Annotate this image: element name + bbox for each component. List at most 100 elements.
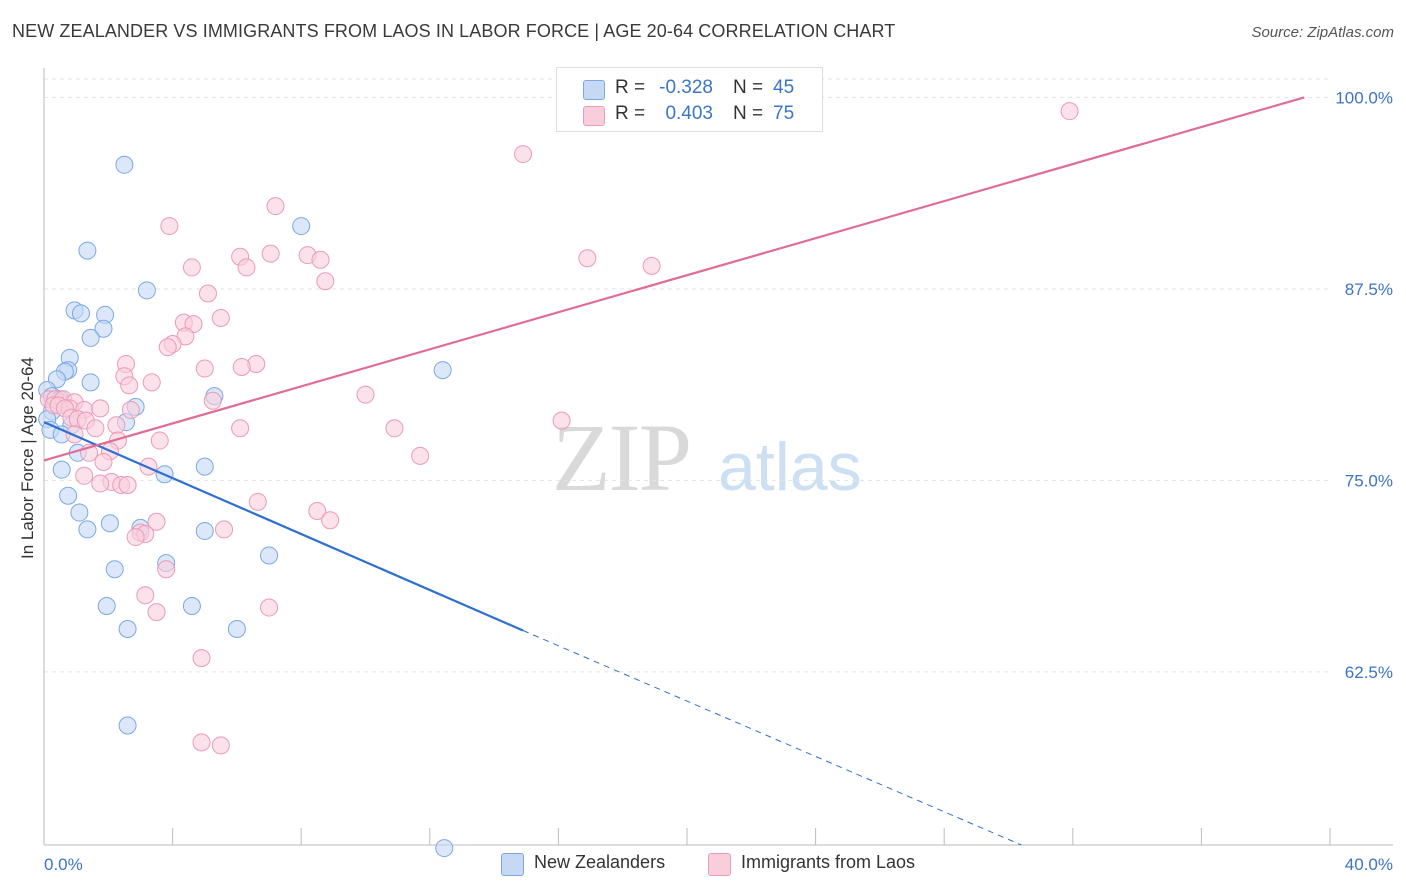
chart-source: Source: ZipAtlas.com [1251, 24, 1394, 41]
point-new-zealanders [81, 373, 100, 392]
point-immigrants-from-laos [157, 560, 176, 579]
point-new-zealanders [100, 514, 119, 533]
point-immigrants-from-laos [215, 520, 234, 539]
y-tick-label: 62.5% [1345, 663, 1393, 682]
point-immigrants-from-laos [120, 376, 139, 395]
point-new-zealanders [59, 486, 78, 505]
point-immigrants-from-laos [136, 586, 155, 605]
bottom-legend-swatch [501, 853, 524, 876]
point-new-zealanders [71, 304, 90, 323]
point-new-zealanders [70, 503, 89, 522]
point-immigrants-from-laos [147, 512, 166, 531]
x-tick-label: 0.0% [44, 855, 83, 874]
point-immigrants-from-laos [150, 431, 169, 450]
point-immigrants-from-laos [411, 446, 430, 465]
y-tick-label: 75.0% [1345, 471, 1393, 490]
point-immigrants-from-laos [260, 598, 279, 617]
point-immigrants-from-laos [195, 359, 214, 378]
point-immigrants-from-laos [321, 511, 340, 530]
point-new-zealanders [78, 241, 97, 260]
point-immigrants-from-laos [261, 244, 280, 263]
point-new-zealanders [195, 457, 214, 476]
point-immigrants-from-laos [94, 453, 113, 471]
bottom-legend-swatch [708, 853, 731, 876]
point-immigrants-from-laos [126, 528, 145, 547]
point-immigrants-from-laos [121, 400, 140, 419]
point-immigrants-from-laos [203, 391, 222, 410]
legend-n-label: N = [733, 77, 764, 98]
point-immigrants-from-laos [311, 250, 330, 269]
point-immigrants-from-laos [86, 419, 105, 438]
point-new-zealanders [260, 546, 279, 565]
point-immigrants-from-laos [211, 308, 230, 327]
point-new-zealanders [52, 460, 71, 479]
point-new-zealanders [105, 560, 124, 579]
point-immigrants-from-laos [192, 733, 211, 752]
legend-n-value: 45 [773, 77, 795, 98]
legend-swatch-immigrants-from-laos [583, 106, 605, 126]
point-immigrants-from-laos [91, 474, 110, 493]
point-new-zealanders [433, 361, 452, 380]
point-immigrants-from-laos [107, 416, 126, 435]
point-immigrants-from-laos [231, 419, 250, 438]
x-tick-label: 40.0% [1345, 855, 1393, 874]
legend-r-label: R = [615, 77, 646, 98]
point-immigrants-from-laos [266, 197, 285, 216]
point-new-zealanders [118, 716, 137, 735]
watermark-zip: ZIP [552, 404, 690, 511]
point-new-zealanders [118, 619, 137, 638]
point-new-zealanders [227, 619, 246, 638]
trendline-immigrants-from-laos [43, 96, 1305, 462]
point-immigrants-from-laos [385, 419, 404, 438]
point-immigrants-from-laos [248, 492, 267, 511]
point-new-zealanders [292, 217, 311, 236]
point-immigrants-from-laos [237, 258, 256, 277]
point-new-zealanders [94, 319, 113, 338]
point-immigrants-from-laos [211, 736, 230, 755]
point-immigrants-from-laos [316, 272, 335, 291]
y-tick-label: 100.0% [1335, 88, 1393, 107]
watermark-atlas: atlas [718, 429, 862, 505]
point-new-zealanders [97, 597, 116, 616]
chart-title: NEW ZEALANDER VS IMMIGRANTS FROM LAOS IN… [12, 21, 896, 41]
legend-n-label: N = [733, 103, 764, 124]
point-immigrants-from-laos [198, 284, 217, 303]
point-new-zealanders [81, 328, 100, 347]
point-immigrants-from-laos [118, 475, 137, 494]
point-immigrants-from-laos [91, 399, 110, 418]
point-immigrants-from-laos [356, 385, 375, 404]
y-axis-label: In Labor Force | Age 20-64 [18, 357, 37, 559]
point-new-zealanders [115, 155, 134, 174]
point-immigrants-from-laos [308, 502, 327, 521]
point-new-zealanders [78, 520, 97, 539]
point-immigrants-from-laos [160, 217, 179, 236]
legend-r-value: 0.403 [665, 103, 713, 124]
trendline-new-zealanders [43, 421, 524, 632]
point-new-zealanders [137, 281, 156, 300]
point-immigrants-from-laos [192, 649, 211, 668]
point-immigrants-from-laos [147, 603, 166, 622]
point-immigrants-from-laos [642, 256, 661, 275]
point-new-zealanders [435, 839, 454, 858]
point-immigrants-from-laos [75, 466, 94, 485]
legend-swatch-new-zealanders [583, 80, 605, 100]
point-new-zealanders [182, 597, 201, 616]
legend-r-label: R = [615, 103, 646, 124]
legend-n-value: 75 [773, 103, 795, 124]
bottom-legend-label: New Zealanders [534, 852, 666, 872]
trendline-new-zealanders-extension [522, 630, 1022, 846]
point-immigrants-from-laos [552, 411, 571, 430]
legend-r-value: -0.328 [659, 77, 713, 98]
point-immigrants-from-laos [1060, 102, 1079, 121]
point-immigrants-from-laos [158, 338, 177, 357]
point-immigrants-from-laos [578, 249, 597, 268]
point-immigrants-from-laos [232, 358, 251, 377]
point-immigrants-from-laos [182, 258, 201, 277]
point-new-zealanders [195, 521, 214, 540]
point-immigrants-from-laos [142, 373, 161, 392]
correlation-legend: R = -0.328 N = 45 R = 0.403 N = 75 [556, 67, 823, 132]
bottom-legend-label: Immigrants from Laos [741, 852, 916, 872]
point-immigrants-from-laos [514, 145, 533, 164]
y-tick-label: 87.5% [1345, 280, 1393, 299]
